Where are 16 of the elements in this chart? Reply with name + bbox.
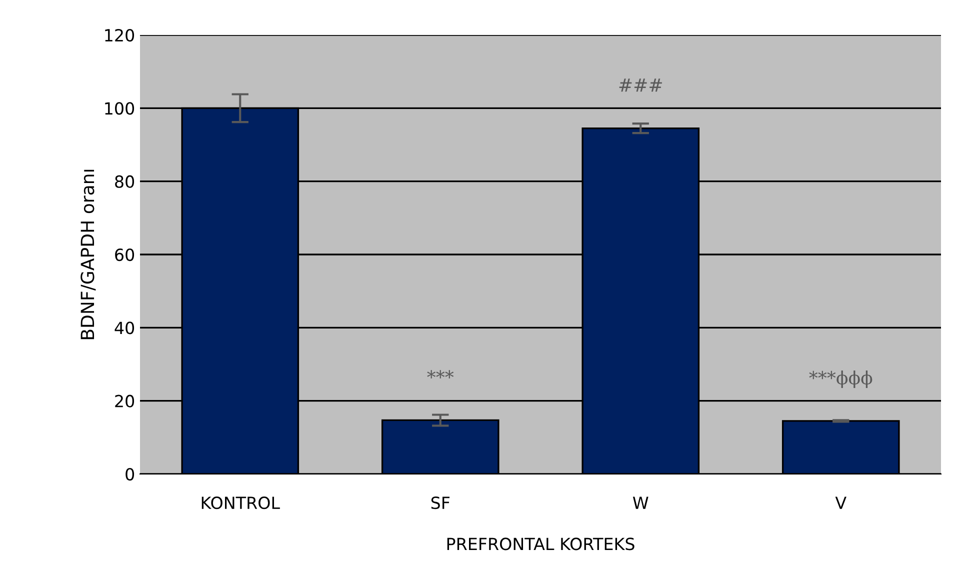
y-tick-label: 60	[115, 248, 134, 262]
x-axis-title: PREFRONTAL KORTEKS	[447, 538, 634, 550]
y-tick-label: 80	[115, 175, 134, 188]
y-tick-label: 20	[115, 394, 134, 408]
x-tick-label: V	[835, 496, 846, 509]
y-tick-label: 40	[114, 322, 134, 334]
annotation: ###	[619, 78, 662, 92]
y-tick-label: 120	[105, 28, 134, 42]
y-tick-label: 100	[105, 102, 134, 115]
x-tick-label: W	[632, 496, 648, 509]
y-axis-title: BDNF/GAPDH oranı	[80, 170, 96, 340]
annotation: ***	[427, 370, 454, 378]
annotation: ***ϕϕϕ	[809, 370, 872, 388]
x-tick-label: KONTROL	[202, 496, 280, 510]
y-tick-label: 0	[126, 468, 134, 481]
x-tick-label: SF	[431, 496, 450, 510]
